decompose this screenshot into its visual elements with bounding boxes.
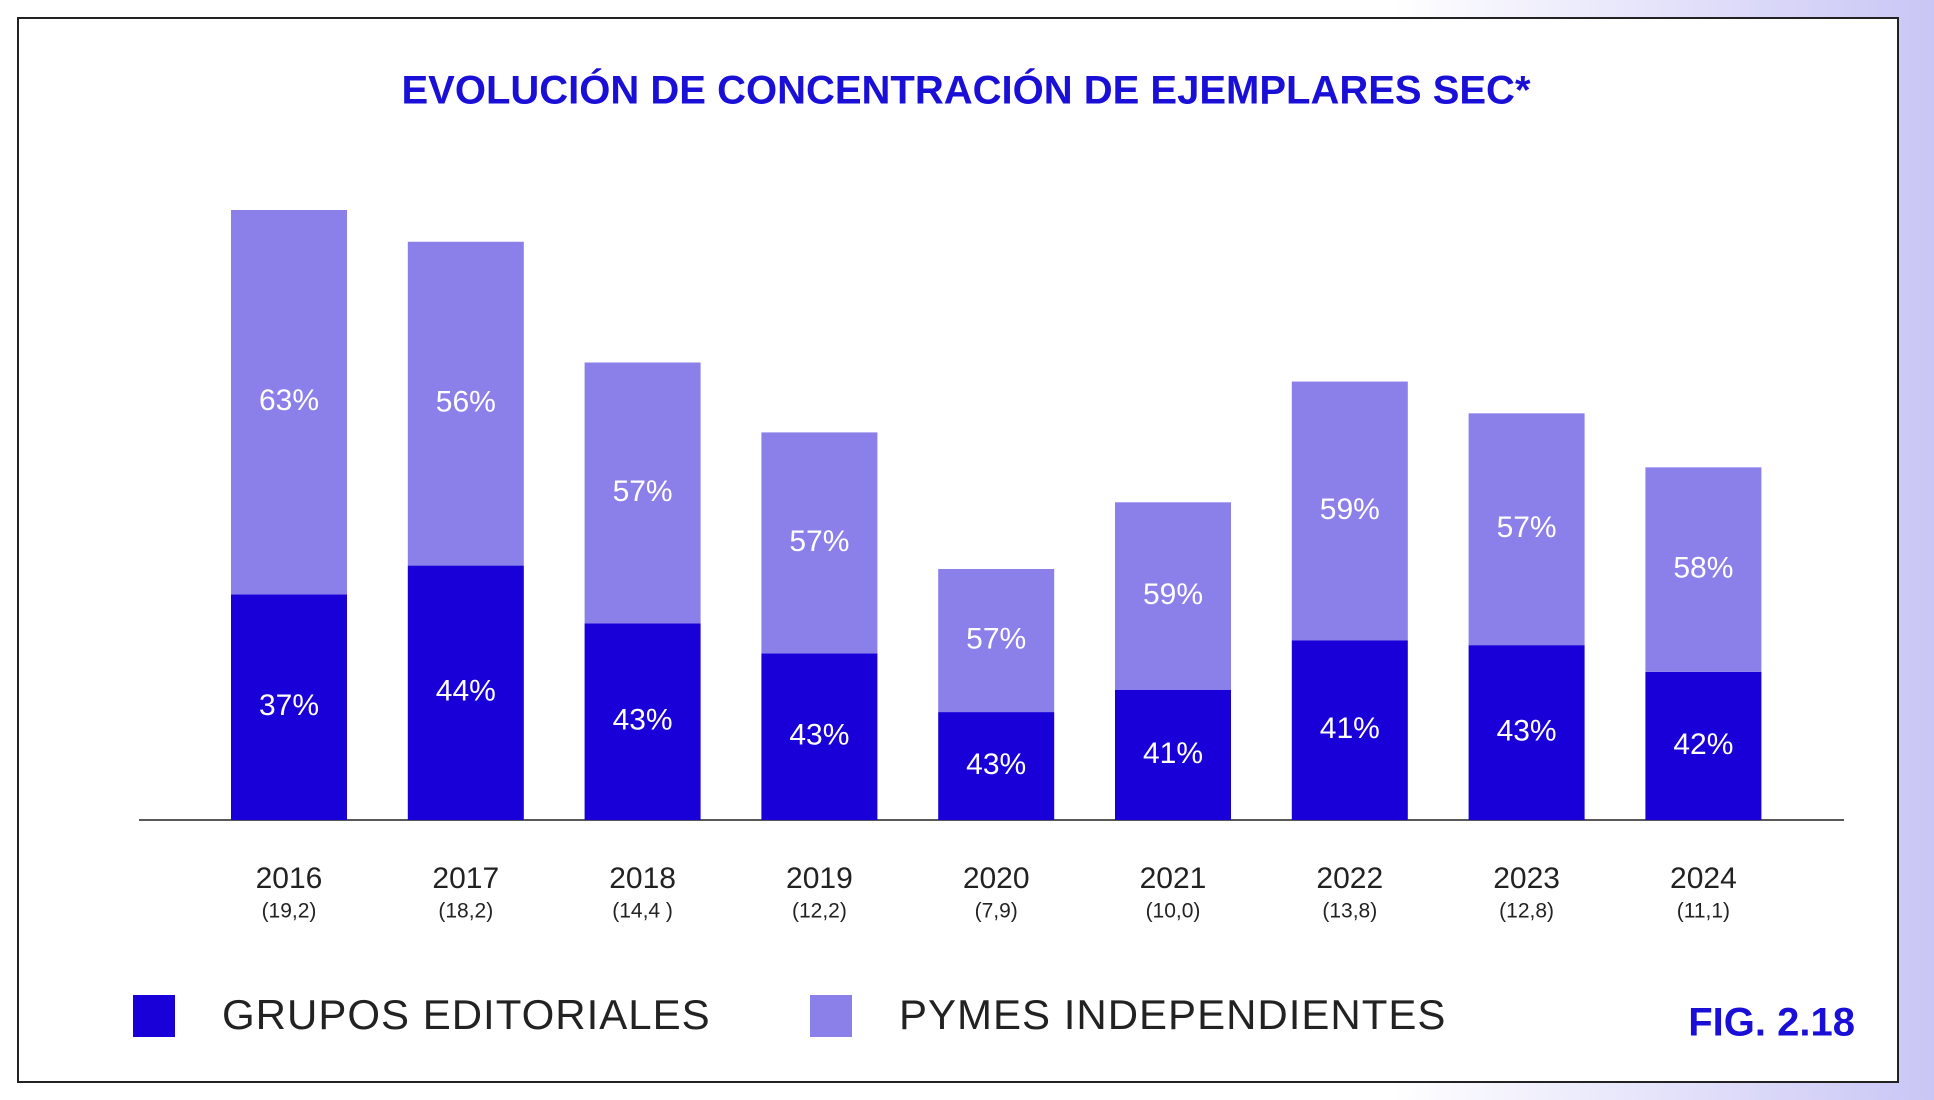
bar-segment: [1468, 413, 1585, 646]
bar-segment: [407, 241, 524, 566]
total-label: (10,0): [1146, 900, 1201, 923]
value-label: 43%: [613, 704, 673, 737]
bar-segment: [1291, 640, 1408, 820]
total-label: (12,8): [1499, 900, 1554, 923]
value-label: 57%: [613, 475, 673, 508]
bar-segment: [584, 623, 701, 820]
value-label: 43%: [966, 748, 1026, 781]
x-tick-label: 2020: [963, 862, 1030, 895]
value-label: 57%: [1497, 511, 1557, 544]
x-tick-label: 2024: [1670, 862, 1737, 895]
value-label: 37%: [259, 689, 319, 722]
bar-segment: [761, 653, 878, 820]
total-label: (12,2): [792, 900, 847, 923]
chart-title: EVOLUCIÓN DE CONCENTRACIÓN DE EJEMPLARES…: [401, 67, 1530, 113]
value-label: 59%: [1320, 493, 1380, 526]
x-tick-label: 2022: [1316, 862, 1383, 895]
legend-swatch: [810, 995, 852, 1037]
bar-segment: [938, 712, 1055, 820]
bar-segment: [1645, 467, 1762, 672]
value-label: 57%: [966, 622, 1026, 655]
bar-segment: [407, 565, 524, 820]
bar-segment: [231, 210, 347, 595]
value-label: 58%: [1673, 552, 1733, 585]
value-label: 41%: [1320, 712, 1380, 745]
bar-segment: [1291, 381, 1408, 641]
value-label: 43%: [1497, 714, 1557, 747]
value-label: 59%: [1143, 578, 1203, 611]
value-label: 44%: [436, 675, 496, 708]
total-label: (18,2): [438, 900, 493, 923]
legend-swatch: [133, 995, 175, 1037]
value-label: 57%: [789, 525, 849, 558]
bar-segment: [1115, 502, 1231, 690]
value-label: 42%: [1673, 728, 1733, 761]
bar-segment: [1645, 671, 1762, 820]
bar-segment: [938, 569, 1055, 713]
x-tick-label: 2023: [1493, 862, 1560, 895]
x-tick-label: 2017: [432, 862, 499, 895]
value-label: 63%: [259, 384, 319, 417]
x-tick-label: 2016: [256, 862, 323, 895]
figure-label: FIG. 2.18: [1688, 1001, 1855, 1045]
value-label: 56%: [436, 386, 496, 419]
bar-segment: [584, 362, 701, 624]
total-label: (19,2): [262, 900, 317, 923]
legend-label: PYMES INDEPENDIENTES: [899, 991, 1446, 1038]
total-label: (14,4 ): [612, 900, 673, 923]
legend-label: GRUPOS EDITORIALES: [222, 991, 711, 1038]
total-label: (13,8): [1322, 900, 1377, 923]
total-label: (7,9): [975, 900, 1018, 923]
total-label: (11,1): [1677, 900, 1730, 923]
value-label: 43%: [789, 719, 849, 752]
x-tick-label: 2018: [609, 862, 676, 895]
bar-segment: [761, 432, 878, 654]
x-tick-label: 2019: [786, 862, 853, 895]
x-tick-label: 2021: [1140, 862, 1207, 895]
bar-segment: [1468, 645, 1585, 820]
bar-segment: [1115, 689, 1231, 820]
bar-segment: [231, 594, 347, 820]
value-label: 41%: [1143, 737, 1203, 770]
